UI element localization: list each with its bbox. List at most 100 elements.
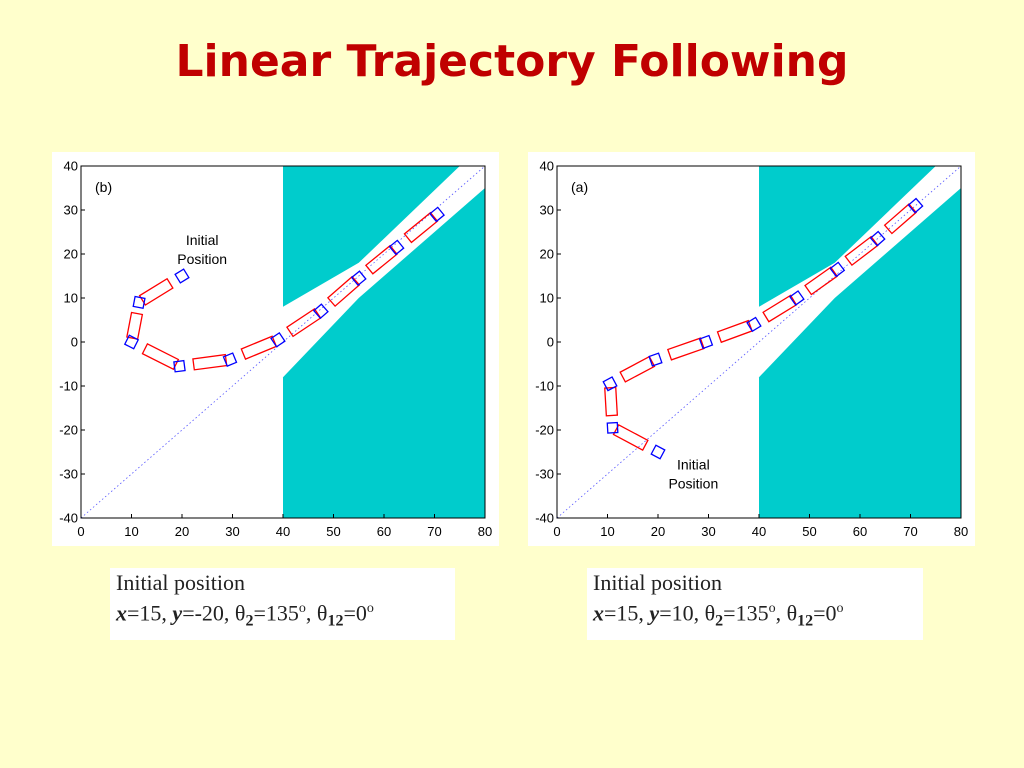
caption-a-y-value: =10, <box>659 600 705 626</box>
chart-a-x-tick-label: 40 <box>752 524 766 539</box>
caption-a: Initial position x=15, y=10, θ2=135o, θ1… <box>587 568 923 640</box>
caption-b-theta12-value: =0 <box>343 600 367 626</box>
chart-b-svg: 0 10 20 30 40 50 60 70 80 -40 -30 -20 -10 0 10 20 30 40 (b… <box>59 159 492 540</box>
chart-b-x-tick-label: 0 <box>77 524 84 539</box>
chart-a-x-tick-label: 30 <box>701 524 715 539</box>
chart-b: 0 10 20 30 40 50 60 70 80 -40 -30 -20 -10 0 10 20 30 40 (b… <box>52 152 499 546</box>
caption-a-degree-1: o <box>768 601 776 616</box>
chart-b-reference-line <box>80 165 486 519</box>
chart-a-reference-line <box>556 165 962 519</box>
caption-b-y-label: y <box>172 600 183 626</box>
chart-b-trajectory-joint <box>123 334 140 350</box>
caption-a-separator: , <box>775 600 787 626</box>
caption-b-degree-2: o <box>366 601 374 616</box>
chart-a-y-tick-label: 0 <box>547 335 554 350</box>
caption-b-theta2-sub: 2 <box>245 612 254 630</box>
caption-b-theta12-sub: 12 <box>327 612 344 630</box>
chart-a-trajectory-joint <box>606 421 619 434</box>
chart-b-trajectory-link <box>240 335 278 360</box>
chart-a-svg: 0 10 20 30 40 50 60 70 80 -40 -30 -20 -10 0 10 20 30 40 (a… <box>535 159 968 540</box>
chart-a-trajectory-joint <box>650 444 666 460</box>
chart-a: 0 10 20 30 40 50 60 70 80 -40 -30 -20 -10 0 10 20 30 40 (a… <box>528 152 975 546</box>
chart-b-trajectory-link <box>138 277 174 306</box>
chart-a-y-tick-label: 30 <box>540 203 554 218</box>
chart-a-trajectory-link <box>604 386 619 417</box>
chart-a-obstacle <box>759 188 961 518</box>
chart-b-trajectory-link <box>364 244 398 275</box>
chart-b-trajectory-link <box>403 211 439 244</box>
chart-a-x-tick-label: 50 <box>802 524 816 539</box>
chart-a-y-tick-label: -40 <box>535 511 554 526</box>
caption-a-params: x=15, y=10, θ2=135o, θ12=0o <box>593 596 917 635</box>
chart-a-x-tick-label: 0 <box>553 524 560 539</box>
chart-a-trajectory-joint <box>907 197 924 214</box>
chart-b-x-tick-label: 10 <box>124 524 138 539</box>
caption-a-theta12-value: =0 <box>813 600 837 626</box>
caption-b-separator: , <box>305 600 317 626</box>
chart-a-annotation-line1: Initial <box>677 457 710 473</box>
chart-a-trajectory-link <box>762 294 798 323</box>
chart-b-trajectory-joint <box>173 359 186 373</box>
chart-b-trajectory-link <box>326 275 361 308</box>
caption-b: Initial position x=15, y=-20, θ2=135o, θ… <box>110 568 455 640</box>
caption-a-theta2-symbol: θ <box>704 600 716 626</box>
chart-a-trajectory-joint <box>788 290 805 306</box>
chart-a-trajectory-link <box>612 423 649 451</box>
caption-b-x-label: x <box>116 600 127 626</box>
caption-a-theta2-sub: 2 <box>715 612 724 630</box>
caption-a-x-label: x <box>593 600 604 626</box>
chart-a-trajectory-link <box>619 355 656 383</box>
caption-b-title: Initial position <box>116 570 245 595</box>
chart-b-x-tick-label: 40 <box>276 524 290 539</box>
chart-a-trajectory-link <box>666 337 705 361</box>
chart-b-obstacle <box>283 166 460 307</box>
caption-b-degree-1: o <box>298 601 306 616</box>
chart-a-trajectory-joint <box>602 376 618 392</box>
caption-a-theta12-symbol: θ <box>786 600 798 626</box>
chart-a-trajectory-joint <box>746 316 762 333</box>
chart-b-trajectory-joint <box>312 303 329 320</box>
chart-b-trajectory-joint <box>222 352 238 367</box>
chart-b-y-tick-label: 30 <box>64 203 78 218</box>
caption-b-params: x=15, y=-20, θ2=135o, θ12=0o <box>116 596 449 635</box>
chart-a-trajectory-link <box>804 266 839 296</box>
chart-b-obstacle <box>283 188 485 518</box>
chart-a-y-tick-label: 10 <box>540 291 554 306</box>
chart-a-x-tick-label: 80 <box>954 524 968 539</box>
chart-a-y-tick-label: -10 <box>535 379 554 394</box>
chart-a-x-tick-label: 60 <box>853 524 867 539</box>
chart-a-trajectory-link <box>883 203 918 235</box>
caption-b-theta12-symbol: θ <box>316 600 328 626</box>
chart-a-trajectory-joint <box>829 261 846 278</box>
chart-a-annotation-line2: Position <box>668 476 718 492</box>
chart-b-trajectory-link <box>141 342 180 371</box>
chart-a-x-tick-label: 20 <box>651 524 665 539</box>
chart-b-x-tick-label: 50 <box>326 524 340 539</box>
chart-b-x-tick-label: 80 <box>478 524 492 539</box>
caption-b-x-value: =15, <box>127 600 173 626</box>
chart-a-trajectory-link <box>844 235 879 267</box>
chart-b-trajectory-joint <box>350 270 367 287</box>
chart-b-trajectory-link <box>192 353 228 371</box>
chart-a-trajectory-joint <box>698 334 714 350</box>
chart-b-y-tick-label: -20 <box>59 423 78 438</box>
chart-b-trajectory-joint <box>132 295 146 310</box>
chart-a-trajectory-joint <box>648 352 663 367</box>
chart-b-y-tick-label: -30 <box>59 467 78 482</box>
caption-a-degree-2: o <box>836 601 844 616</box>
chart-b-trajectory-joint <box>270 331 286 348</box>
chart-b-trajectory-link <box>286 307 322 338</box>
caption-b-theta2-value: =135 <box>253 600 299 626</box>
caption-b-theta2-symbol: θ <box>234 600 246 626</box>
chart-a-y-tick-label: -20 <box>535 423 554 438</box>
chart-a-obstacle <box>759 166 936 307</box>
chart-a-x-tick-label: 70 <box>903 524 917 539</box>
chart-a-trajectory-link <box>716 319 753 344</box>
caption-a-theta2-value: =135 <box>723 600 769 626</box>
chart-b-y-tick-label: -40 <box>59 511 78 526</box>
chart-b-trajectory-joint <box>174 268 190 284</box>
chart-b-trajectory-joint <box>429 206 445 223</box>
caption-b-y-value: =-20, <box>182 600 235 626</box>
chart-b-x-tick-label: 20 <box>175 524 189 539</box>
chart-b-panel-label: (b) <box>95 179 112 195</box>
